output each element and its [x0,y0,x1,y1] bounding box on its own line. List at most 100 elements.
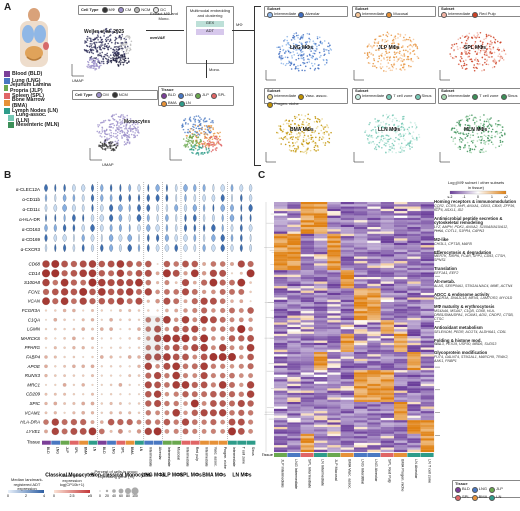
umap-point [106,133,109,136]
heatmap-cell [300,447,315,450]
umap-point [83,48,86,51]
violin [211,233,216,243]
heatmap-cell [420,245,435,248]
module-entry: Glycoprotein modification FUT4, GALNT4, S… [434,350,518,364]
umap-point [404,132,407,135]
heatmap-cell [327,202,341,205]
heatmap-cell [380,311,395,314]
heatmap-cell [367,277,381,280]
heatmap-cell [287,342,301,346]
heatmap-cell [300,417,315,421]
heatmap-cell [367,354,381,357]
umap-point [481,135,484,138]
umap-point [413,53,416,55]
dot-mark [119,328,122,331]
umap-point [207,128,210,130]
heatmap-cell [287,388,301,391]
umap-point [366,57,369,59]
heatmap-cell [354,408,368,412]
heatmap-cell [367,317,381,321]
heatmap-cell [327,392,341,396]
umap-point [451,44,453,46]
umap-point [219,138,222,141]
heatmap-cell [354,227,368,230]
dot-mark [246,381,255,389]
heatmap-cell [340,315,355,319]
heatmap-cell [367,415,381,419]
umap-point [103,135,106,138]
umap-point [101,129,104,131]
dot-mark [61,428,68,435]
heatmap-cell [340,236,355,239]
subset-legend-title: Subset [267,88,281,93]
umap-point [291,55,293,57]
legend-entry: DC [153,7,166,13]
subset-title: LLN MΦs [378,127,401,133]
umap-point [492,46,495,49]
violin [72,223,76,233]
heatmap-cell [287,404,301,407]
heatmap-cell [274,433,288,437]
umap-point [462,46,465,49]
dot-mark [248,317,253,323]
umap-point [324,130,327,133]
heatmap-cell [367,231,381,234]
heatmap-cell [274,358,288,362]
umap-point [376,42,378,44]
umap-point [398,134,400,136]
heatmap-cell [327,254,341,257]
umap-point [290,133,293,135]
dot-mark [173,428,179,434]
dot-mark [88,269,97,278]
umap-point [458,63,461,66]
umap-point [411,135,414,137]
umap-point [130,40,133,43]
umap-point [97,124,99,126]
heatmap-cell [274,238,288,241]
umap-point [219,143,222,146]
umap-point [101,51,104,54]
umap-point [185,121,187,124]
umap-point [115,29,118,32]
heatmap-cell [420,247,435,250]
heatmap-cell [394,324,408,328]
umap-point [493,66,496,68]
dot-mark [63,318,66,322]
umap-point [309,38,311,41]
heatmap-cell [287,288,301,291]
heatmap-cell [407,420,421,423]
umap-point [298,113,300,116]
umap-point [320,54,322,57]
umap-point [299,150,302,153]
umap-point [382,34,385,36]
heatmap-cell [300,290,315,294]
heatmap-cell [314,413,328,416]
heatmap-cell [340,367,355,371]
heatmap-cell [407,315,421,319]
heatmap-cell [354,415,368,419]
heatmap-cell [340,265,355,269]
umap-point [114,57,116,60]
dot-mark [237,325,246,334]
umap-point [114,46,117,48]
subset-legend-label: T cell zone [393,93,413,99]
umap-point [382,137,385,140]
tissue-legend-item: Lung-assoc. (LLN) [4,112,60,124]
umap-point [393,47,396,50]
umap-point [192,152,194,155]
heatmap-cell [394,395,408,398]
violin [183,203,188,213]
umap-point [288,124,290,127]
umap-point [458,120,460,122]
heatmap-cell [394,363,408,366]
heatmap-cell [394,313,408,316]
tissue-swatch [4,85,8,92]
heatmap-cell [420,211,435,214]
heatmap-cell [327,306,341,309]
heatmap-cell [354,302,368,305]
dot-mark [164,400,170,407]
adt-gene-label: α-CD163 [22,227,41,232]
dot-mark [89,298,96,305]
heatmap-cell [300,377,315,380]
umap-point [479,126,481,129]
